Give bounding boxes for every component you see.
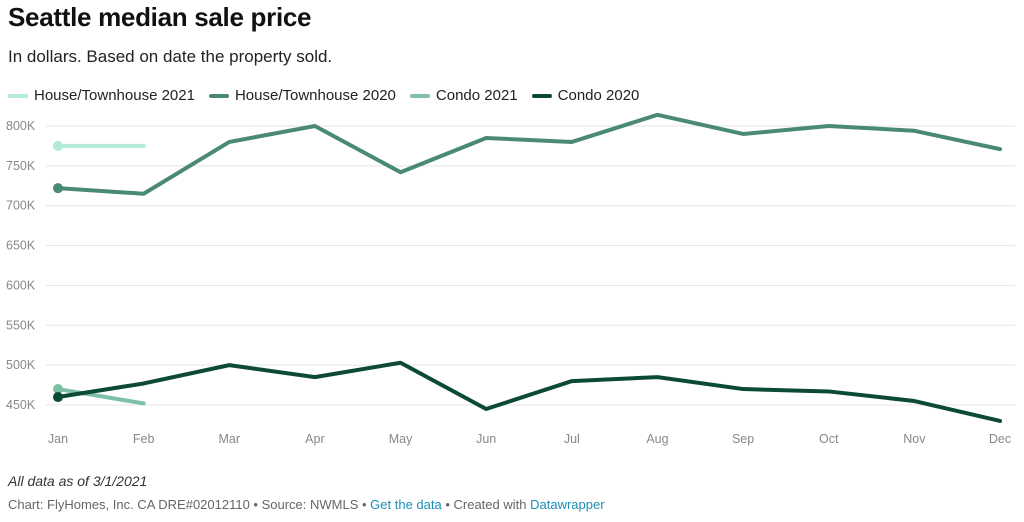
- credit-created-text: • Created with: [441, 497, 531, 512]
- series-start-dot-1: [53, 183, 63, 194]
- legend-swatch-house-2020: [208, 93, 229, 98]
- legend-swatch-house-2021: [8, 93, 28, 98]
- get-the-data-link[interactable]: Get the data: [370, 497, 442, 512]
- series-line-1: [56, 112, 1002, 196]
- credit-source-text: Chart: FlyHomes, Inc. CA DRE#02012110 • …: [8, 497, 371, 512]
- x-tick-label: Apr: [305, 432, 324, 446]
- x-tick-label: Jan: [48, 432, 68, 446]
- x-tick-label: Sep: [732, 432, 754, 446]
- series-start-dot-3: [53, 392, 63, 403]
- chart-credits: Chart: FlyHomes, Inc. CA DRE#02012110 • …: [8, 497, 605, 512]
- x-tick-label: Nov: [903, 432, 926, 446]
- series-line-3: [56, 360, 1002, 423]
- line-chart: 450K 500K 550K 600K 650K 700K 750K 800K Jan Feb Ma…: [6, 112, 1015, 446]
- legend-item-house-2020: House/Townhouse 2020: [208, 87, 396, 104]
- legend-item-condo-2021: Condo 2021: [409, 87, 518, 104]
- legend-label-house-2020: House/Townhouse 2020: [234, 87, 396, 104]
- y-tick-label: 500K: [6, 358, 36, 372]
- x-tick-label: Jul: [564, 432, 580, 446]
- x-tick-label: May: [389, 432, 413, 446]
- legend-swatch-condo-2021: [409, 93, 430, 98]
- chart-subtitle: In dollars. Based on date the property s…: [8, 47, 333, 66]
- series-start-dot-2: [53, 384, 63, 395]
- x-tick-label: Dec: [989, 432, 1011, 446]
- x-tick-label: Oct: [819, 432, 839, 446]
- chart-title: Seattle median sale price: [8, 2, 312, 32]
- y-tick-label: 650K: [6, 239, 36, 253]
- series-start-dot-0: [53, 140, 63, 151]
- x-tick-label: Jun: [476, 432, 496, 446]
- datawrapper-link[interactable]: Datawrapper: [530, 497, 605, 512]
- legend-label-condo-2020: Condo 2020: [557, 87, 640, 104]
- legend: House/Townhouse 2021 House/Townhouse 202…: [8, 87, 653, 104]
- legend-item-condo-2020: Condo 2020: [531, 87, 640, 104]
- x-tick-label: Mar: [219, 432, 241, 446]
- y-tick-label: 600K: [6, 278, 36, 292]
- y-tick-label: 450K: [6, 398, 36, 412]
- legend-label-house-2021: House/Townhouse 2021: [34, 87, 195, 104]
- legend-label-condo-2021: Condo 2021: [435, 87, 518, 104]
- y-tick-label: 700K: [6, 199, 36, 213]
- y-tick-label: 750K: [6, 159, 36, 173]
- legend-swatch-condo-2020: [531, 93, 552, 98]
- y-tick-label: 800K: [6, 119, 36, 133]
- series-line-2: [56, 387, 146, 406]
- x-tick-label: Aug: [646, 432, 668, 446]
- legend-item-house-2021: House/Townhouse 2021: [8, 87, 195, 104]
- y-tick-label: 550K: [6, 318, 36, 332]
- x-tick-label: Feb: [133, 432, 155, 446]
- data-as-of-note: All data as of 3/1/2021: [8, 473, 148, 489]
